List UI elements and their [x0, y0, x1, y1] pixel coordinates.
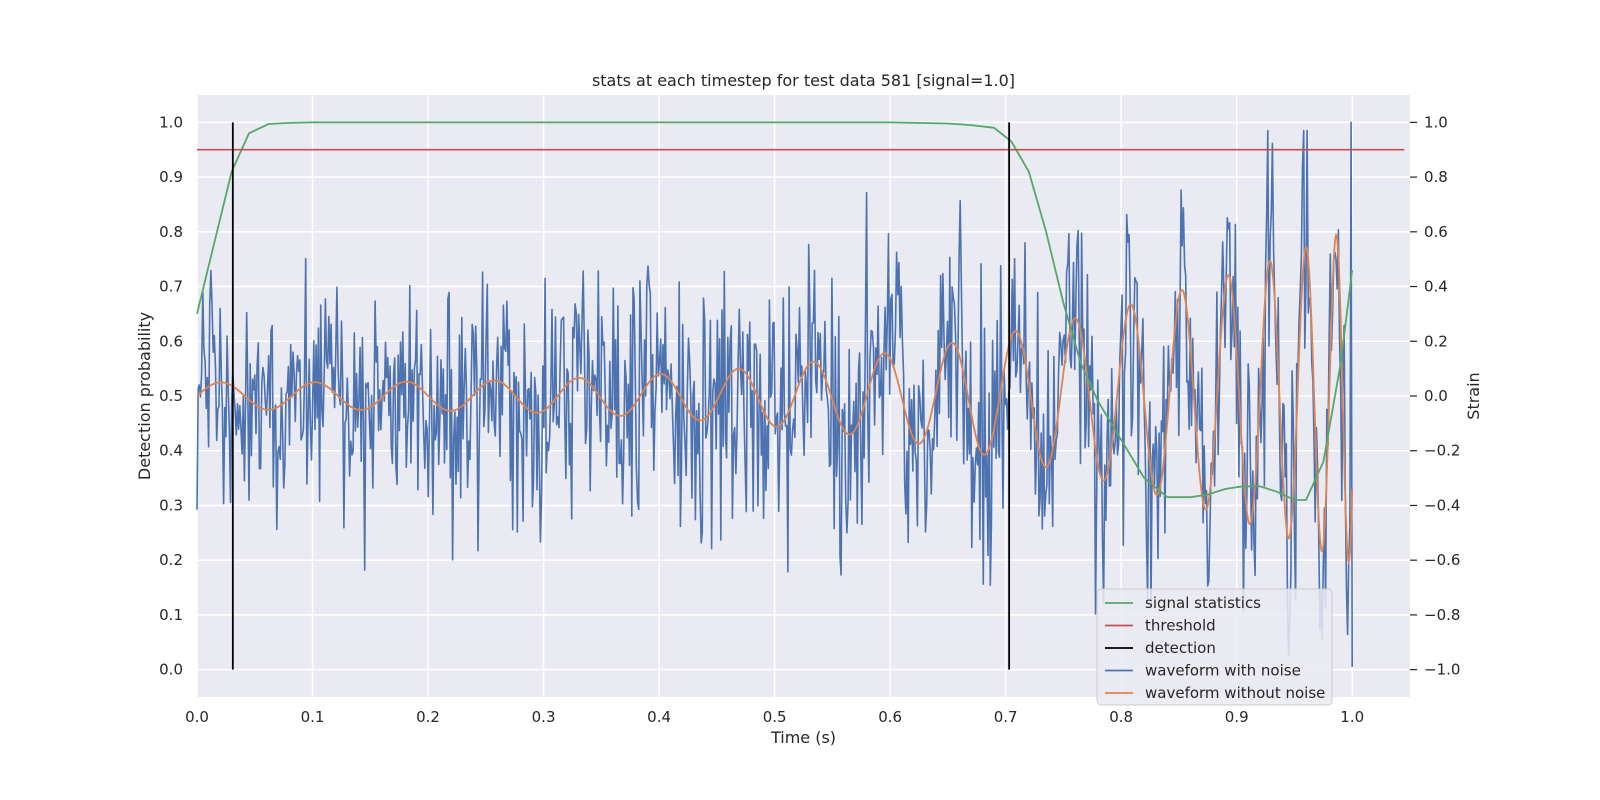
x-tick-label: 0.8 [1109, 708, 1133, 726]
y-left-tick-label: 0.1 [159, 606, 183, 624]
x-tick-label: 0.5 [763, 708, 787, 726]
y-right-tick-label: −0.4 [1424, 496, 1460, 514]
series-signal-statistics [196, 121, 1354, 501]
x-tick-label: 0.7 [994, 708, 1018, 726]
legend-label: signal statistics [1145, 594, 1261, 612]
legend: signal statistics threshold detection wavef… [1096, 588, 1333, 706]
series-layer [196, 121, 1405, 670]
y-right-tick-label: 1.0 [1424, 113, 1448, 131]
y-left-tick-label: 0.3 [159, 496, 183, 514]
y-right-tick-label: 0.2 [1424, 332, 1448, 350]
y-axis-label-right: Strain [1464, 372, 1483, 419]
legend-label: waveform with noise [1145, 662, 1301, 680]
y-right-tick-label: 0.8 [1424, 168, 1448, 186]
legend-label: detection [1145, 639, 1216, 657]
x-tick-label: 0.6 [878, 708, 902, 726]
chart-title: stats at each timestep for test data 581… [592, 71, 1015, 90]
x-tick-label: 0.2 [416, 708, 440, 726]
y-left-tick-label: 0.7 [159, 278, 183, 296]
y-right-tick-label: −1.0 [1424, 661, 1460, 679]
legend-label: threshold [1145, 617, 1216, 635]
y-left-tick-label: 1.0 [159, 113, 183, 131]
legend-label: waveform without noise [1145, 684, 1325, 702]
y-left-tick-label: 0.5 [159, 387, 183, 405]
series-waveform-without-noise [196, 232, 1354, 566]
y-right-tick-label: −0.2 [1424, 442, 1460, 460]
y-right-tick-label: −0.6 [1424, 551, 1460, 569]
x-tick-label: 0.4 [647, 708, 671, 726]
x-tick-label: 0.3 [532, 708, 556, 726]
x-tick-label: 0.9 [1225, 708, 1249, 726]
y-left-tick-label: 0.2 [159, 551, 183, 569]
y-right-tick-label: −0.8 [1424, 606, 1460, 624]
y-right-tick-label: 0.6 [1424, 223, 1448, 241]
legend-box [1096, 588, 1333, 706]
y-axis-label-left: Detection probability [135, 312, 154, 480]
y-left-tick-label: 0.8 [159, 223, 183, 241]
x-tick-label: 1.0 [1340, 708, 1364, 726]
y-left-tick-label: 0.0 [159, 661, 183, 679]
axes: 0.0 0.1 0.2 0.3 0.4 0.5 0.6 0.7 0.8 0.9 1.0 0.0 0.1 0… [159, 113, 1460, 726]
x-axis-label: Time (s) [770, 728, 836, 747]
y-right-tick-label: 0.4 [1424, 278, 1448, 296]
x-tick-label: 0.0 [185, 708, 209, 726]
y-left-tick-label: 0.6 [159, 332, 183, 350]
y-right-tick-label: 0.0 [1424, 387, 1448, 405]
x-tick-label: 0.1 [301, 708, 325, 726]
y-left-tick-label: 0.9 [159, 168, 183, 186]
y-left-tick-label: 0.4 [159, 442, 183, 460]
